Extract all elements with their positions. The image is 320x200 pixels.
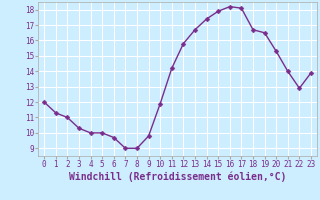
X-axis label: Windchill (Refroidissement éolien,°C): Windchill (Refroidissement éolien,°C)	[69, 172, 286, 182]
